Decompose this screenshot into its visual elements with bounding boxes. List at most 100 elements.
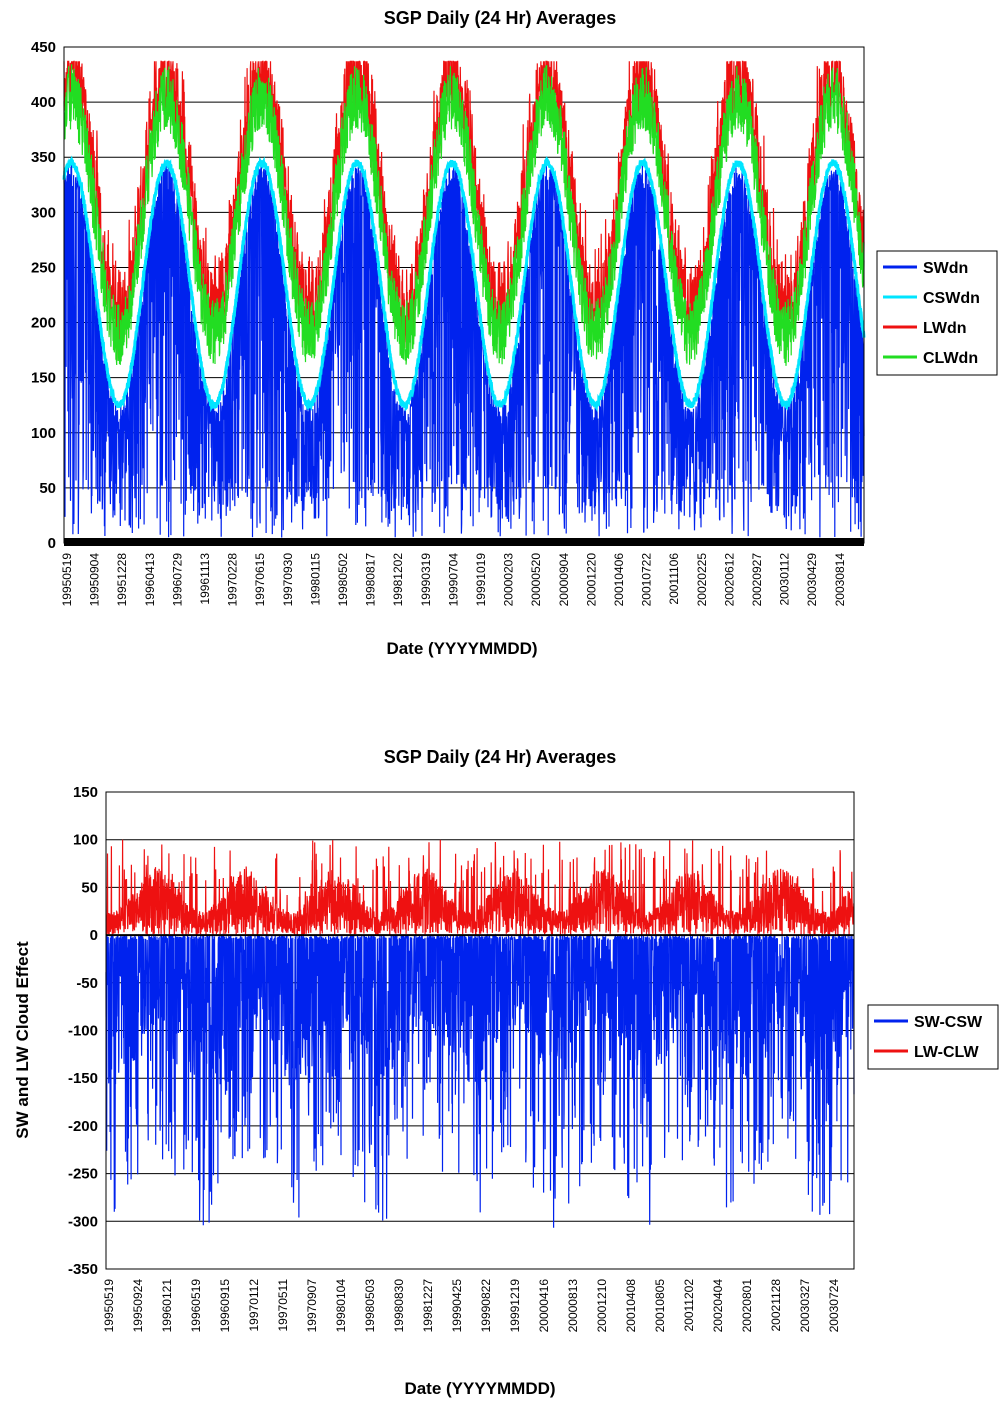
x-tick-label: 19991019 bbox=[474, 553, 488, 607]
x-tick-label: 20010722 bbox=[640, 553, 654, 607]
legend-label: CSWdn bbox=[923, 290, 980, 307]
x-tick-label: 20000416 bbox=[537, 1279, 551, 1333]
y-tick-label: 400 bbox=[31, 94, 56, 111]
x-tick-label: 19960121 bbox=[160, 1279, 174, 1333]
x-tick-label: 20030814 bbox=[833, 553, 847, 607]
y-tick-label: 50 bbox=[39, 480, 56, 497]
x-tick-label: 19960729 bbox=[170, 553, 184, 607]
x-tick-label: 20010408 bbox=[624, 1279, 638, 1333]
x-tick-label: 20030112 bbox=[778, 553, 792, 606]
x-tick-label: 19950904 bbox=[88, 553, 102, 607]
x-tick-label: 19981227 bbox=[421, 1279, 435, 1333]
chart1-series bbox=[62, 60, 866, 546]
x-tick-label: 19980817 bbox=[364, 553, 378, 607]
x-tick-label: 20020404 bbox=[711, 1279, 725, 1333]
y-tick-label: 0 bbox=[48, 535, 56, 552]
x-tick-label: 19980830 bbox=[392, 1279, 406, 1333]
y-tick-label: 250 bbox=[31, 259, 56, 276]
legend-box bbox=[867, 1004, 999, 1070]
x-tick-label: 19970907 bbox=[305, 1279, 319, 1333]
chart2-legend: SW-CSW LW-CLW bbox=[867, 1004, 999, 1070]
x-tick-label: 19970615 bbox=[253, 553, 267, 607]
chart2-y-axis-title: SW and LW Cloud Effect bbox=[13, 941, 32, 1139]
y-tick-label: 350 bbox=[31, 149, 56, 166]
x-tick-label: 19980115 bbox=[308, 553, 322, 606]
chart2-series bbox=[105, 839, 855, 1228]
x-tick-label: 20020927 bbox=[750, 553, 764, 607]
x-tick-label: 20000203 bbox=[502, 553, 516, 607]
chart2-title: SGP Daily (24 Hr) Averages bbox=[384, 747, 616, 767]
x-tick-label: 19970511 bbox=[276, 1279, 290, 1332]
x-tick-label: 19961113 bbox=[198, 553, 212, 605]
y-tick-label: 150 bbox=[73, 784, 98, 801]
chart2-y-ticks: -350 -300 -250 -200 -150 -100 -50 0 50 100 150 bbox=[68, 784, 98, 1278]
x-tick-label: 20000520 bbox=[529, 553, 543, 607]
x-tick-label: 20030327 bbox=[798, 1279, 812, 1333]
chart1-y-ticks: 0 50 100 150 200 250 300 350 400 450 bbox=[31, 39, 56, 552]
legend-label: SW-CSW bbox=[914, 1014, 983, 1031]
x-tick-label: 19990319 bbox=[419, 553, 433, 607]
x-tick-label: 19950519 bbox=[102, 1279, 116, 1333]
y-tick-label: 300 bbox=[31, 204, 56, 221]
y-tick-label: 100 bbox=[73, 832, 98, 849]
y-tick-label: -200 bbox=[68, 1118, 98, 1135]
chart1-plot-frame bbox=[63, 46, 865, 544]
y-tick-label: 50 bbox=[81, 879, 98, 896]
x-tick-label: 20010406 bbox=[612, 553, 626, 607]
y-tick-label: -300 bbox=[68, 1213, 98, 1230]
x-tick-label: 20001210 bbox=[595, 1279, 609, 1333]
chart1-x-axis-bar bbox=[64, 538, 864, 546]
x-tick-label: 19960519 bbox=[189, 1279, 203, 1333]
x-tick-label: 19990822 bbox=[479, 1279, 493, 1333]
legend-box bbox=[876, 250, 998, 376]
legend-label: CLWdn bbox=[923, 350, 978, 367]
y-tick-label: -150 bbox=[68, 1070, 98, 1087]
x-tick-label: 19951228 bbox=[115, 553, 129, 607]
series-sw-csw bbox=[105, 932, 855, 1228]
x-tick-label: 20030429 bbox=[805, 553, 819, 607]
chart2-x-axis-title: Date (YYYYMMDD) bbox=[404, 1379, 555, 1398]
x-tick-label: 19991219 bbox=[508, 1279, 522, 1333]
x-tick-label: 20011106 bbox=[667, 553, 681, 605]
legend-label: LW-CLW bbox=[914, 1044, 979, 1061]
x-tick-label: 19980104 bbox=[334, 1279, 348, 1333]
x-tick-label: 20000813 bbox=[566, 1279, 580, 1333]
x-tick-label: 20030724 bbox=[827, 1279, 841, 1333]
chart2-plot-frame bbox=[105, 791, 855, 1270]
x-tick-label: 19970228 bbox=[226, 553, 240, 607]
legend-label: LWdn bbox=[923, 320, 967, 337]
y-tick-label: 0 bbox=[90, 927, 98, 944]
x-tick-label: 19960915 bbox=[218, 1279, 232, 1333]
series-cswdn bbox=[62, 155, 866, 413]
x-tick-label: 19970112 bbox=[247, 1279, 261, 1332]
y-tick-label: -100 bbox=[68, 1023, 98, 1040]
y-tick-label: 200 bbox=[31, 315, 56, 332]
chart1-legend: SWdn CSWdn LWdn CLWdn bbox=[876, 250, 998, 376]
x-tick-label: 19960413 bbox=[143, 553, 157, 607]
x-tick-label: 20020225 bbox=[695, 553, 709, 607]
x-tick-label: 19950924 bbox=[131, 1279, 145, 1333]
chart1-title: SGP Daily (24 Hr) Averages bbox=[384, 8, 616, 28]
y-tick-label: -350 bbox=[68, 1261, 98, 1278]
x-tick-label: 19990425 bbox=[450, 1279, 464, 1333]
y-tick-label: 450 bbox=[31, 39, 56, 56]
x-tick-label: 19970930 bbox=[281, 553, 295, 607]
y-tick-label: -250 bbox=[68, 1166, 98, 1183]
x-tick-label: 20000904 bbox=[557, 553, 571, 607]
series-clwdn bbox=[63, 64, 865, 366]
x-tick-label: 19950519 bbox=[60, 553, 74, 607]
chart1-x-axis-title: Date (YYYYMMDD) bbox=[386, 639, 537, 658]
series-lw-clw bbox=[105, 839, 855, 937]
x-tick-label: 20020612 bbox=[722, 553, 736, 607]
chart1-x-ticks: 19950519 19950904 19951228 19960413 19960729… bbox=[60, 553, 847, 607]
y-tick-label: 100 bbox=[31, 425, 56, 442]
x-tick-label: 20011202 bbox=[682, 1279, 696, 1332]
x-tick-label: 20021128 bbox=[769, 1279, 783, 1332]
legend-label: SWdn bbox=[923, 260, 968, 277]
x-tick-label: 19981202 bbox=[391, 553, 405, 607]
chart2-x-ticks: 19950519 19950924 19960121 19960519 19960915… bbox=[102, 1279, 841, 1333]
y-tick-label: -50 bbox=[76, 975, 98, 992]
series-swdn bbox=[63, 162, 865, 538]
